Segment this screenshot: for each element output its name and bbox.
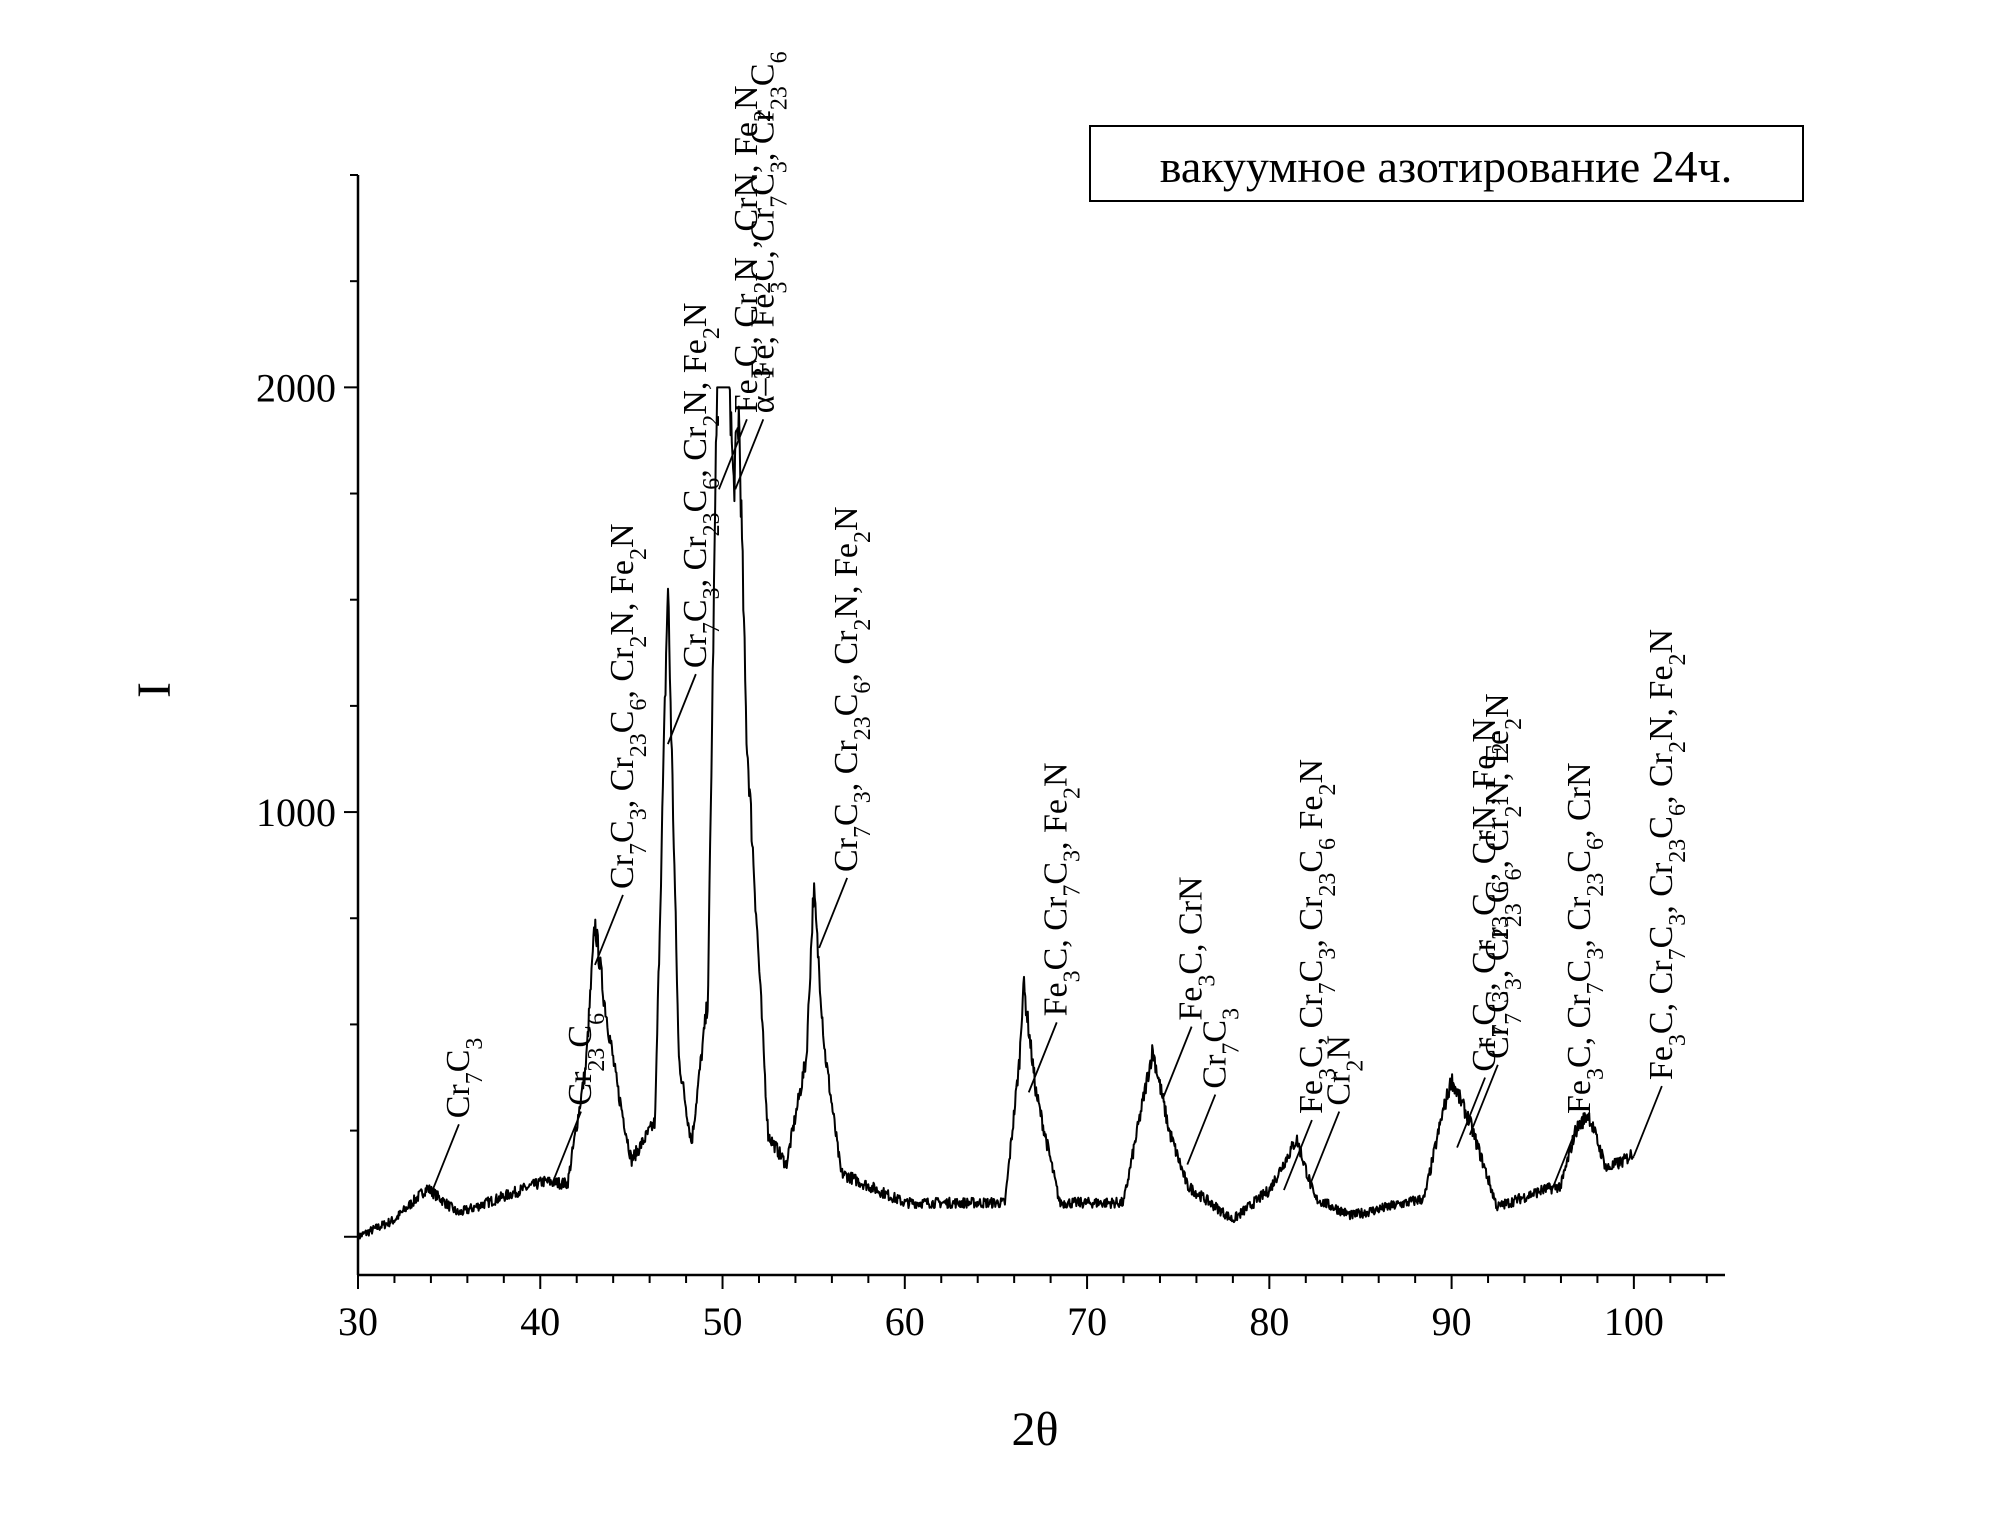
annotation-leader (594, 894, 624, 966)
annotation-leader (1468, 1064, 1499, 1136)
annotation-label: Cr23C6 (562, 1013, 610, 1106)
annotation-leader (552, 1111, 582, 1182)
annotation-leader (1551, 1119, 1581, 1191)
y-axis-title: I (128, 682, 181, 698)
annotation-leader (1310, 1111, 1341, 1182)
y-tick-label: 1000 (256, 790, 336, 835)
x-tick-label: 30 (338, 1299, 378, 1344)
annotation-leader (1283, 1119, 1313, 1191)
annotation-label: Cr7C3, Cr23C6, Cr2N, Fe2N (604, 523, 652, 889)
annotation-label: Cr7C3 (440, 1038, 488, 1119)
annotation-label: Cr7C3, Cr23C6, Cr2N, Fe2N (677, 303, 725, 669)
annotation-leader (667, 673, 697, 745)
annotation-leader (1162, 1026, 1193, 1097)
legend-frame (1089, 125, 1804, 202)
x-tick-label: 70 (1067, 1299, 1107, 1344)
annotation-leader (1027, 1022, 1058, 1093)
annotation-leader (1186, 1094, 1217, 1165)
x-axis-title: 2θ (1012, 1403, 1059, 1456)
annotation-label: Fe3C, Cr7C3, Cr23C6, CrN (1561, 762, 1609, 1114)
annotation-leader (818, 877, 848, 949)
x-tick-label: 80 (1249, 1299, 1289, 1344)
annotation-leader (1456, 1077, 1486, 1148)
axes (356, 175, 1725, 1277)
annotation-label: Cr7C3 (1196, 1008, 1244, 1089)
legend-text: вакуумное азотирование 24ч. (1160, 141, 1733, 192)
annotation-label: Fe3C, Cr7C3, Fe2N (1038, 762, 1086, 1016)
ticks: 30 40 50 60 70 80 90 100 1000 2000 (256, 174, 1708, 1344)
annotation-leader (734, 418, 765, 490)
annotation-leader (1633, 1085, 1663, 1157)
legend-box: вакуумное азотирование 24ч. (1089, 125, 1804, 202)
x-tick-label: 60 (885, 1299, 925, 1344)
x-tick-label: 100 (1604, 1299, 1664, 1344)
y-tick-label: 2000 (256, 365, 336, 410)
x-tick-label: 50 (703, 1299, 743, 1344)
annotations: Cr7C3 Cr23C6 Cr7C3, Cr23C6, Cr2N, Fe2N Cr7C… (430, 51, 1691, 1195)
annotation-leader (430, 1123, 460, 1195)
series-line (357, 386, 1635, 1242)
annotation-leader (718, 418, 748, 490)
annotation-label: Fe3C, Cr7C3, Cr23C6, Cr2N, Fe2N (1643, 629, 1691, 1080)
annotation-label: Fe3C, Cr7C3, Cr23C6 Fe2N (1293, 759, 1341, 1114)
annotation-label: Fe3C, CrN (1173, 876, 1221, 1020)
x-tick-label: 40 (520, 1299, 560, 1344)
annotation-label: Cr7C3, Cr23C6, Cr2N, Fe2N (828, 506, 876, 872)
x-tick-label: 90 (1432, 1299, 1472, 1344)
